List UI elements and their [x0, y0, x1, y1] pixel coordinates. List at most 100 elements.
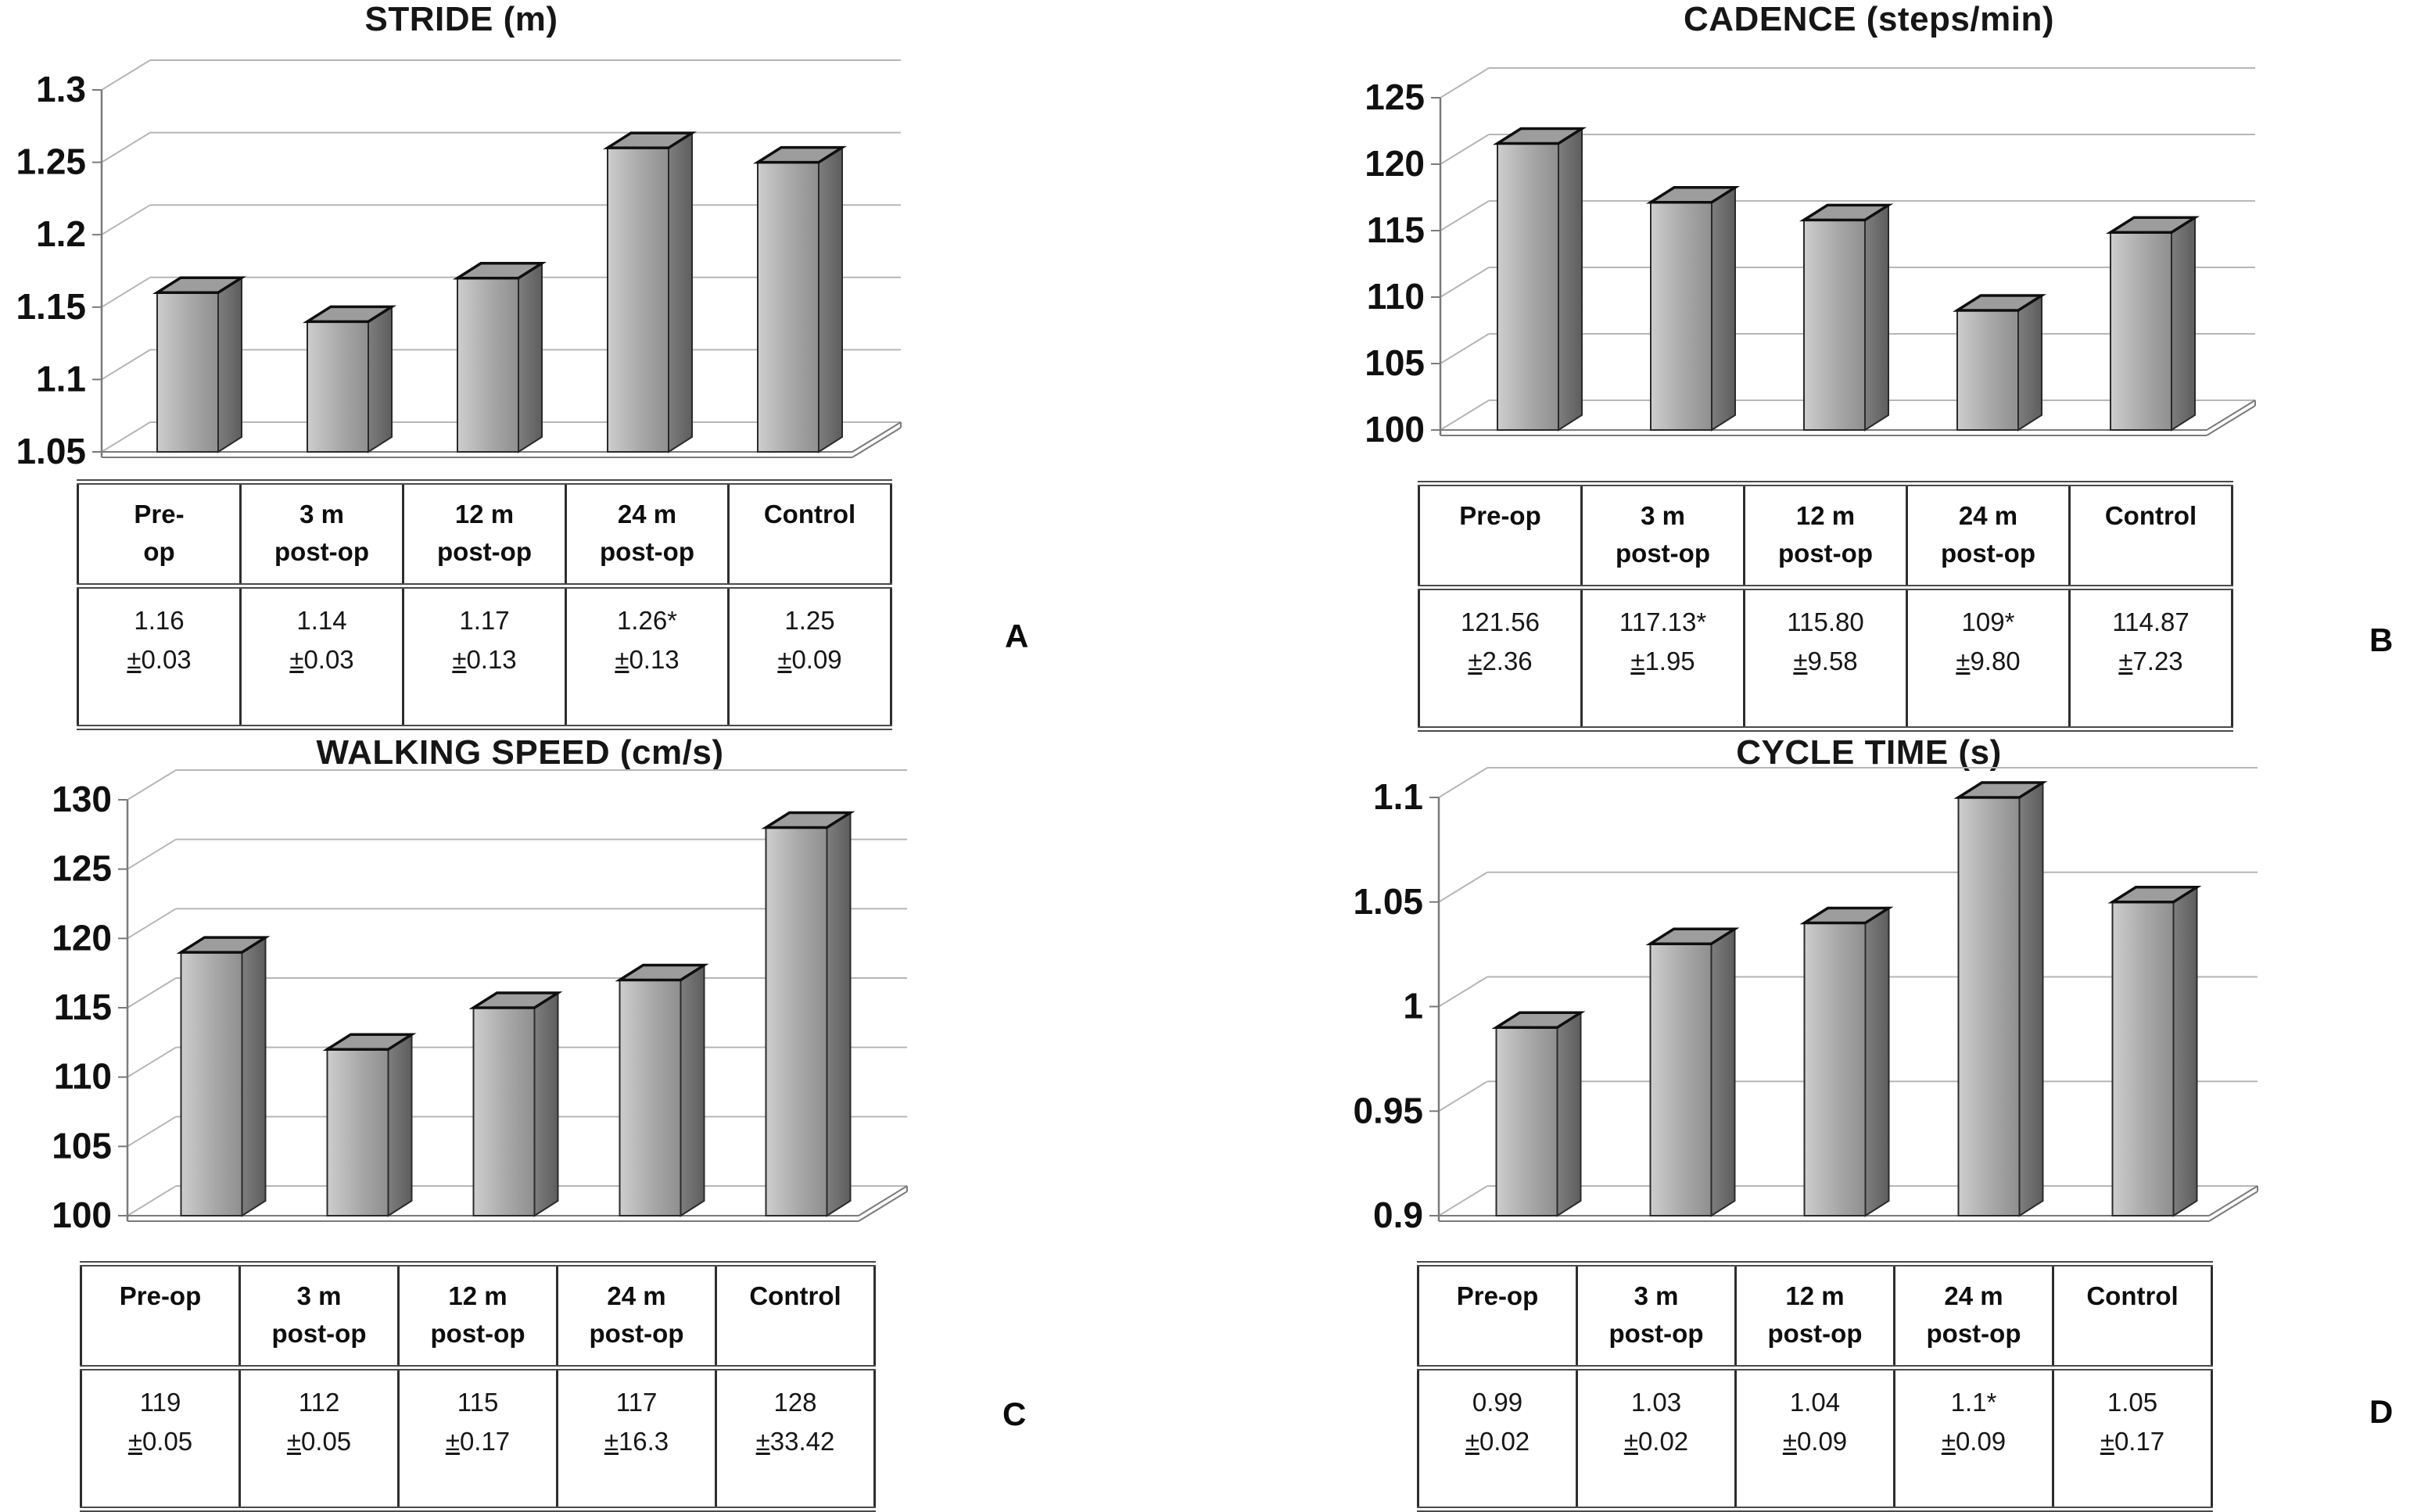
bar-front-face — [757, 161, 819, 453]
header-line: 12 m — [1785, 1281, 1845, 1310]
y-tick-label: 120 — [52, 917, 112, 958]
header-cell-control: Control — [727, 482, 892, 586]
bar-side-face — [1710, 927, 1736, 1217]
chart-title-c: WALKING SPEED (cm/s) — [316, 733, 724, 772]
y-tick-label: 1.15 — [16, 286, 86, 327]
mean-value: 115.80 — [1787, 607, 1864, 636]
bar-3-m-post-op — [322, 1033, 417, 1217]
bar-pre-op — [152, 276, 247, 453]
bar-top-face — [1491, 1011, 1586, 1029]
y-tick-label: 1.05 — [1353, 881, 1423, 922]
mean-value: 1.14 — [296, 606, 347, 635]
plus-minus-sign: ± — [1782, 1426, 1797, 1456]
header-line: 24 m — [617, 500, 677, 528]
bar-top-face — [1492, 127, 1587, 145]
header-line: 3 m — [296, 1281, 342, 1310]
bar-front-face — [1495, 1027, 1558, 1216]
plus-minus-sign: ± — [615, 644, 629, 674]
plus-minus-sign: ± — [2118, 646, 2133, 675]
bar-front-face — [2110, 231, 2172, 431]
bar-side-face — [2018, 781, 2044, 1217]
header-line: 3 m — [1641, 501, 1685, 530]
gridline-diagonal — [101, 421, 151, 453]
header-line: 24 m — [607, 1281, 666, 1310]
bar-top-face — [1952, 294, 2047, 312]
floor-right-edge — [858, 1185, 908, 1216]
gridline-diagonal — [101, 349, 151, 381]
bar-side-face — [241, 936, 267, 1217]
bar-front-face — [1649, 943, 1712, 1216]
floor-right-bottom-edge — [2206, 405, 2256, 436]
header-line: post-op — [437, 536, 532, 566]
sd-number: 7.23 — [2132, 646, 2183, 675]
y-tick-label: 1.3 — [36, 69, 86, 109]
plus-minus-sign: ± — [1623, 1426, 1638, 1456]
header-cell-3m: 3 m post-op — [238, 1263, 400, 1368]
value-cell: 115 ±0.17 — [397, 1365, 558, 1510]
bar-side-face — [1711, 185, 1736, 432]
header-cell-24m: 24 m post-op — [1906, 483, 2071, 588]
mean-value: 1.16 — [134, 606, 185, 635]
header-cell-3m: 3 m post-op — [239, 482, 404, 586]
chart-d: 1.1 1.05 1 0.95 0.9 — [1329, 766, 2410, 1235]
sd-value: ±7.23 — [2071, 642, 2231, 681]
header-cell-12m: 12 m post-op — [397, 1263, 558, 1368]
y-tick-label: 0.9 — [1373, 1195, 1423, 1231]
sd-number: 0.05 — [142, 1426, 193, 1456]
sd-value: ±0.05 — [241, 1422, 397, 1461]
mean-value: 1.03 — [1630, 1388, 1682, 1417]
data-table-c: Pre-op 3 m post-op 12 m post-op 24 m post-o… — [80, 1261, 876, 1512]
floor-right-edge — [2206, 399, 2256, 431]
value-cell: 1.14 ±0.03 — [239, 583, 404, 728]
header-cell-12m: 12 m post-op — [1743, 483, 1908, 588]
chart-title-b: CADENCE (steps/min) — [1684, 0, 2054, 38]
mean-value: 117.13* — [1619, 607, 1707, 636]
y-tick-label: 100 — [1365, 409, 1425, 450]
gridline-diagonal — [1438, 871, 1488, 903]
panel-label-a: A — [1005, 618, 1029, 654]
sd-number: 33.42 — [769, 1426, 835, 1456]
y-tick-label: 125 — [52, 848, 112, 889]
sd-value: ±0.17 — [2054, 1422, 2211, 1461]
header-cell-24m: 24 m post-op — [556, 1263, 717, 1368]
bar-top-face — [1799, 203, 1894, 222]
sd-number: 0.17 — [459, 1426, 511, 1456]
header-line: 12 m — [448, 1281, 507, 1310]
gridline-diagonal — [1440, 333, 1490, 364]
chart-b: 125 120 115 110 105 100 — [1329, 39, 2410, 477]
bar-front-face — [1803, 219, 1866, 431]
table-header-row: Pre-op 3 m post-op 12 m post-op 24 m post-o… — [80, 1263, 876, 1368]
bar-front-face — [326, 1048, 389, 1217]
value-cell: 0.99 ±0.02 — [1417, 1365, 1578, 1510]
bar-top-face — [176, 936, 271, 954]
bar-front-face — [307, 321, 369, 453]
gridline-diagonal — [1438, 767, 1488, 798]
bar-side-face — [533, 991, 559, 1217]
value-cell: 1.04 ±0.09 — [1734, 1365, 1895, 1510]
y-tick-label: 110 — [54, 1056, 112, 1097]
header-line: 3 m — [299, 500, 344, 528]
header-line: Pre- — [134, 500, 185, 528]
bar-24-m-post-op — [602, 131, 698, 453]
bar-24-m-post-op — [1953, 781, 2048, 1217]
mean-value: 112 — [298, 1388, 340, 1417]
bar-side-face — [387, 1033, 413, 1217]
gridline-diagonal — [127, 1116, 177, 1148]
value-cell: 1.16 ±0.03 — [77, 583, 242, 728]
header-line: Control — [2086, 1281, 2179, 1310]
header-cell-pre-op: Pre-op — [1418, 483, 1583, 588]
gridline-diagonal — [127, 1185, 177, 1216]
plus-minus-sign: ± — [777, 644, 792, 674]
y-tick-label: 105 — [1365, 342, 1425, 383]
mean-value: 114.87 — [2112, 607, 2189, 636]
sd-value: ±9.58 — [1745, 642, 1906, 681]
bar-side-face — [2171, 216, 2196, 432]
sd-value: ±0.09 — [730, 640, 890, 679]
value-cell: 1.1* ±0.09 — [1893, 1365, 2054, 1510]
header-line: post-op — [600, 536, 694, 566]
gridline-diagonal — [1440, 67, 1490, 99]
header-cell-12m: 12 m post-op — [1734, 1263, 1895, 1368]
table-value-row: 119 ±0.05 112 ±0.05 115 ±0.17 117 ±16.3 128 ±… — [80, 1365, 876, 1510]
y-tick-label: 1 — [1403, 986, 1423, 1027]
y-tick-label: 0.95 — [1353, 1090, 1423, 1130]
